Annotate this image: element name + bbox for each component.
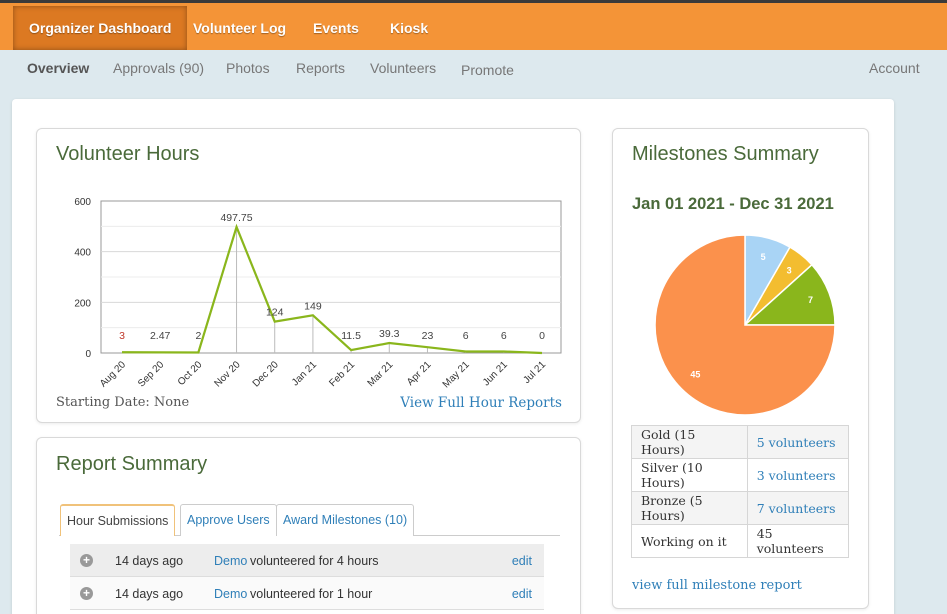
data-label: 2.47: [150, 330, 171, 342]
submission-description: volunteered for 1 hour: [250, 587, 373, 601]
volunteer-hours-panel: Volunteer Hours 600 400 200 0 Aug 20 Sep 20 Oc…: [36, 128, 581, 423]
nav-organizer-dashboard[interactable]: Organizer Dashboard: [13, 6, 188, 50]
x-tick-label: May 21: [441, 359, 472, 390]
milestone-level: Bronze (5 Hours): [631, 491, 748, 525]
nav-events[interactable]: Events: [313, 20, 359, 36]
subnav-photos[interactable]: Photos: [226, 60, 270, 76]
milestone-count: 45 volunteers: [746, 524, 850, 558]
milestone-count-link[interactable]: 3 volunteers: [746, 458, 850, 492]
milestones-title: Milestones Summary: [632, 143, 819, 165]
milestone-level: Working on it: [631, 524, 748, 558]
submission-description: volunteered for 4 hours: [250, 554, 379, 568]
x-tick-label: Apr 21: [405, 359, 434, 388]
table-row: + 14 days ago Demo volunteered for 1 hou…: [70, 577, 544, 610]
table-row: Silver (10 Hours) 3 volunteers: [631, 458, 850, 492]
y-tick-label: 600: [74, 197, 91, 208]
data-label: 6: [463, 330, 469, 342]
nav-volunteer-log[interactable]: Volunteer Log: [193, 20, 287, 36]
milestones-summary-panel: Milestones Summary Jan 01 2021 - Dec 31 …: [612, 128, 869, 609]
table-row: Bronze (5 Hours) 7 volunteers: [631, 491, 850, 525]
report-summary-title: Report Summary: [56, 453, 208, 475]
edit-link[interactable]: edit: [511, 587, 532, 601]
data-label: 11.5: [341, 330, 361, 342]
x-tick-label: Jan 21: [290, 359, 319, 388]
table-row: Working on it 45 volunteers: [631, 524, 850, 558]
expand-plus-icon[interactable]: +: [80, 587, 93, 600]
x-tick-label: Feb 21: [327, 359, 357, 389]
subnav-promote[interactable]: Promote: [461, 62, 514, 78]
milestones-pie-chart: 5 3 7 45: [654, 234, 836, 416]
x-tick-label: Dec 20: [251, 359, 281, 389]
tab-hour-submissions[interactable]: Hour Submissions: [60, 504, 176, 536]
data-label: 0: [539, 330, 545, 342]
data-label: 2: [195, 330, 201, 342]
x-tick-label: Sep 20: [136, 359, 166, 389]
x-tick-label: Aug 20: [98, 359, 128, 389]
pie-slice-label: 5: [761, 252, 766, 262]
pie-slice: [654, 234, 836, 416]
y-tick-label: 200: [74, 298, 91, 309]
submission-age: 14 days ago: [115, 587, 184, 601]
milestones-table: Gold (15 Hours) 5 volunteers Silver (10 …: [631, 425, 850, 558]
tab-award-milestones[interactable]: Award Milestones (10): [276, 504, 415, 536]
subnav-overview[interactable]: Overview: [27, 60, 90, 76]
data-label: 23: [422, 330, 434, 342]
milestones-date-range: Jan 01 2021 - Dec 31 2021: [632, 195, 834, 213]
pie-slice-label: 45: [690, 370, 700, 380]
x-tick-label: Oct 20: [176, 359, 205, 388]
milestone-count-link[interactable]: 7 volunteers: [746, 491, 850, 525]
data-label: 149: [304, 300, 322, 312]
main-content: Volunteer Hours 600 400 200 0 Aug 20 Sep 20 Oc…: [12, 99, 894, 614]
milestone-level: Gold (15 Hours): [631, 425, 748, 459]
data-label: 3: [119, 330, 125, 342]
x-tick-label: Mar 21: [366, 359, 396, 389]
submission-age: 14 days ago: [115, 554, 184, 568]
volunteer-name-link[interactable]: Demo: [214, 554, 248, 568]
milestone-level: Silver (10 Hours): [631, 458, 748, 492]
data-label: 124: [266, 307, 284, 319]
pie-slice-label: 7: [808, 295, 813, 305]
view-full-hour-reports-link[interactable]: View Full Hour Reports: [400, 395, 562, 411]
subnav-approvals[interactable]: Approvals (90): [113, 60, 205, 76]
table-row: Gold (15 Hours) 5 volunteers: [631, 425, 850, 459]
y-tick-label: 400: [74, 248, 91, 259]
sub-nav-bar: Overview Approvals (90) Photos Reports V…: [0, 50, 947, 88]
starting-date-label: Starting Date: None: [56, 395, 190, 410]
volunteer-hours-chart: 600 400 200 0 Aug 20 Sep 20 Oct 20 Nov 20 Dec 20…: [74, 197, 562, 390]
edit-link[interactable]: edit: [511, 554, 532, 568]
table-row: + 14 days ago Demo volunteered for 4 hou…: [70, 544, 544, 577]
volunteer-name-link[interactable]: Demo: [214, 587, 248, 601]
pie-slice: [743, 263, 836, 326]
nav-kiosk[interactable]: Kiosk: [390, 20, 429, 36]
x-tick-label: Jul 21: [521, 359, 548, 386]
top-nav-bar: Organizer Dashboard Volunteer Log Events…: [0, 0, 947, 50]
data-label: 497.75: [220, 212, 252, 224]
hours-series-line: [121, 223, 543, 355]
subnav-account[interactable]: Account: [869, 60, 920, 76]
x-tick-label: Nov 20: [212, 359, 242, 389]
y-tick-label: 0: [85, 349, 91, 360]
volunteer-hours-title: Volunteer Hours: [56, 143, 200, 165]
report-summary-panel: Report Summary Hour Submissions Approve …: [36, 437, 581, 614]
milestone-count-link[interactable]: 5 volunteers: [746, 425, 850, 459]
data-label: 39.3: [379, 328, 400, 340]
tab-approve-users[interactable]: Approve Users: [180, 504, 277, 536]
data-label: 6: [501, 330, 507, 342]
subnav-reports[interactable]: Reports: [296, 60, 346, 76]
view-full-milestone-report-link[interactable]: view full milestone report: [632, 578, 802, 593]
pie-slice-label: 3: [787, 265, 792, 275]
x-tick-label: Jun 21: [481, 359, 510, 388]
subnav-volunteers[interactable]: Volunteers: [370, 60, 437, 76]
expand-plus-icon[interactable]: +: [80, 554, 93, 567]
report-tabs: Hour Submissions Approve Users Award Mil…: [59, 504, 560, 536]
